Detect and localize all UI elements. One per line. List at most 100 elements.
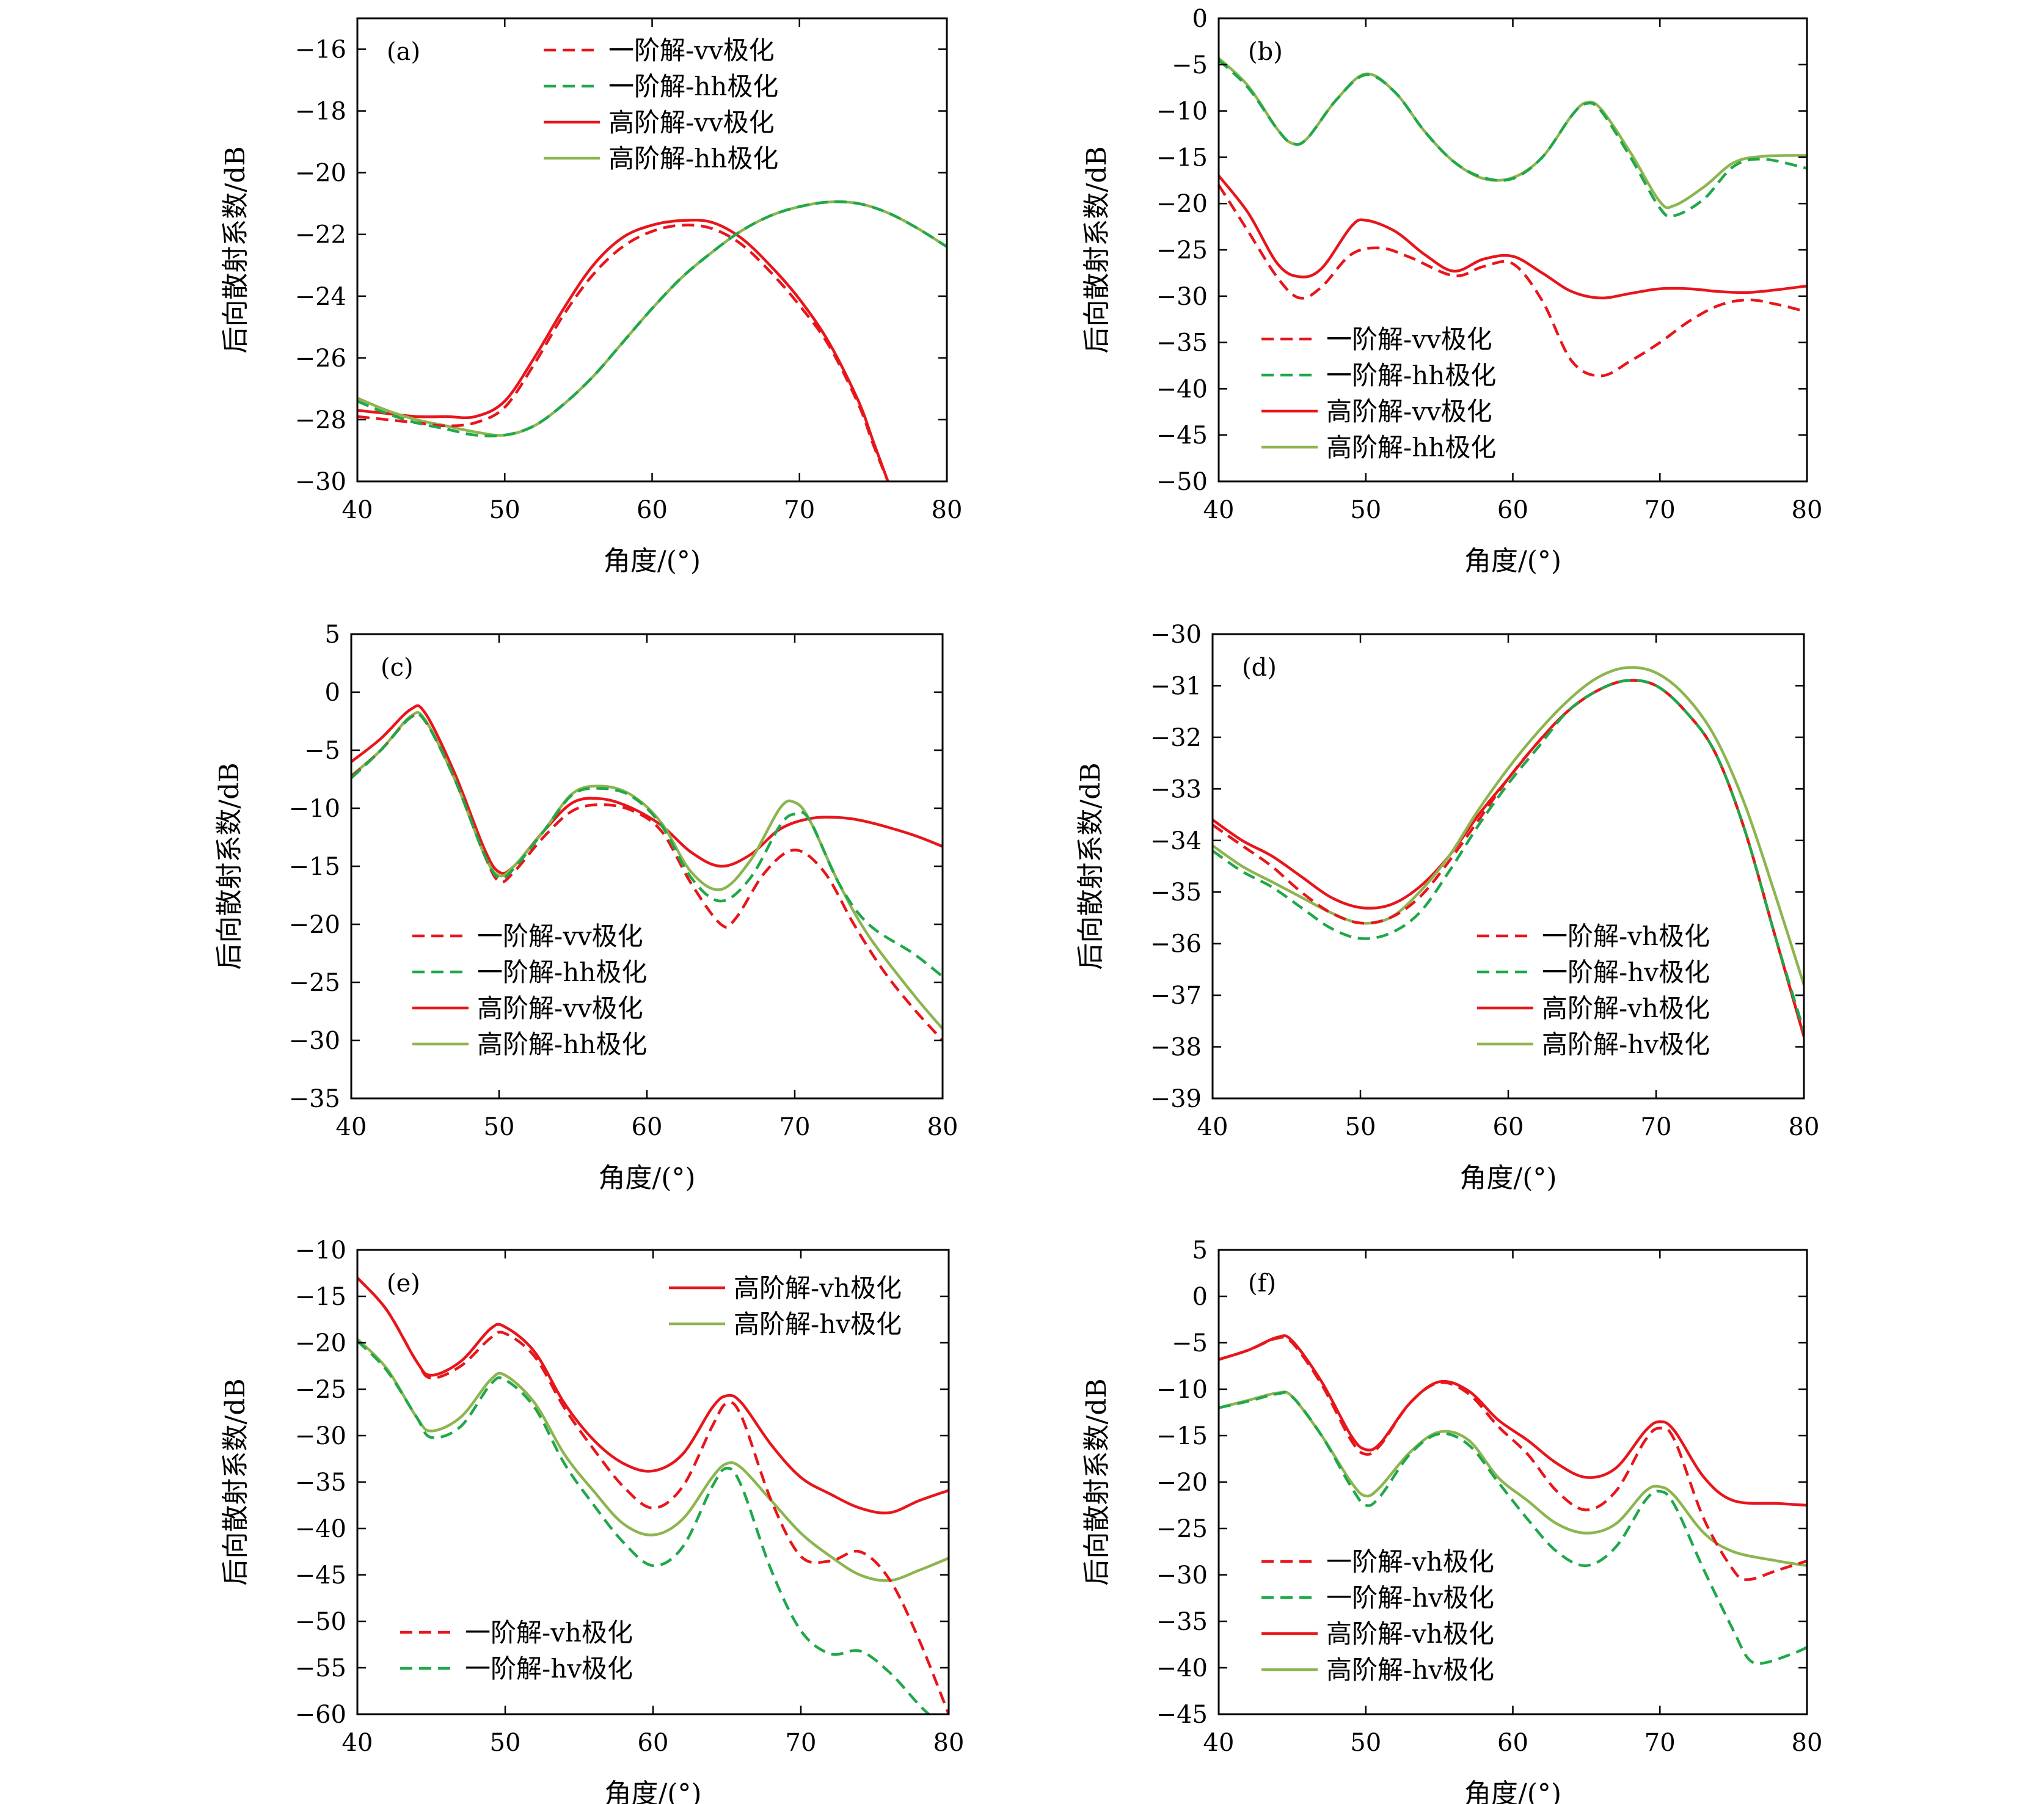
y-tick-label: −39: [1150, 1085, 1202, 1113]
x-tick-label: 50: [484, 1113, 515, 1141]
y-axis-title: 后向散射系数/dB: [220, 146, 251, 353]
series-group: [1219, 57, 1807, 378]
series-group: [357, 200, 947, 481]
legend-label: 高阶解-vv极化: [608, 108, 775, 137]
y-tick-label: −15: [1156, 1422, 1208, 1450]
y-tick-label: −20: [295, 1329, 346, 1357]
y-tick-label: −40: [1156, 375, 1208, 403]
y-tick-label: 0: [325, 679, 340, 707]
panel-label: (d): [1242, 654, 1277, 682]
y-tick-label: −10: [289, 795, 340, 823]
x-tick-label: 50: [490, 1729, 521, 1757]
series-line-dashed-red: [357, 224, 889, 481]
panel-f: 40 50 60 70 8050−5−10−15−20−25−30−35−40−45角度…: [1081, 1236, 1822, 1804]
series-line-dashed-green: [1213, 679, 1804, 1032]
y-tick-label: −30: [1150, 621, 1202, 649]
y-tick-label: −35: [289, 1085, 340, 1113]
series-group: [351, 704, 943, 1042]
x-tick-label: 80: [927, 1113, 958, 1141]
x-tick-label: 70: [779, 1113, 811, 1141]
legend-label: 一阶解-hv极化: [465, 1654, 633, 1684]
legend-label: 一阶解-hh极化: [477, 957, 647, 987]
plot-frame: [1217, 1249, 1808, 1715]
panel-label: (b): [1248, 38, 1283, 66]
y-tick-label: 0: [1192, 5, 1208, 33]
y-tick-label: −16: [295, 36, 346, 64]
y-tick-label: −10: [295, 1236, 346, 1265]
legend-label: 高阶解-hv极化: [1326, 1655, 1494, 1685]
y-tick-label: 5: [325, 621, 340, 649]
y-axis-title: 后向散射系数/dB: [1081, 1378, 1112, 1585]
y-tick-label: −32: [1150, 724, 1202, 752]
x-tick-label: 80: [1789, 1113, 1820, 1141]
plot-frame: [1211, 633, 1805, 1100]
series-line-solid-red: [1219, 175, 1807, 300]
x-tick-label: 40: [1203, 1729, 1235, 1757]
y-tick-label: −38: [1150, 1034, 1202, 1062]
y-tick-label: −25: [1156, 236, 1208, 265]
y-tick-label: −40: [295, 1515, 346, 1543]
y-tick-label: −10: [1156, 98, 1208, 126]
y-tick-label: −15: [1156, 144, 1208, 172]
legend-label: 高阶解-vh极化: [1542, 993, 1710, 1023]
legend-label: 一阶解-hv极化: [1326, 1583, 1494, 1613]
y-tick-label: −15: [295, 1283, 346, 1311]
y-tick-label: −30: [1156, 283, 1208, 311]
y-tick-label: −33: [1150, 775, 1202, 803]
x-tick-label: 40: [336, 1113, 367, 1141]
x-tick-label: 80: [932, 496, 963, 524]
y-tick-label: 0: [1192, 1283, 1208, 1311]
x-tick-label: 50: [1350, 1729, 1381, 1757]
y-tick-label: −37: [1150, 982, 1202, 1010]
x-tick-label: 60: [632, 1113, 663, 1141]
legend-label: 一阶解-hv极化: [1542, 957, 1710, 987]
x-tick-label: 40: [342, 1729, 373, 1757]
y-tick-label: −36: [1150, 930, 1202, 959]
legend-label: 高阶解-hh极化: [477, 1029, 647, 1059]
panel-label: (e): [387, 1269, 420, 1298]
series-group: [357, 1277, 949, 1714]
series-line-dashed-green: [1219, 59, 1807, 218]
y-tick-label: −35: [1150, 878, 1202, 907]
y-axis-title: 后向散射系数/dB: [220, 1378, 251, 1585]
series-line-dashed-red: [1219, 1335, 1807, 1581]
y-tick-label: −40: [1156, 1654, 1208, 1682]
legend-label: 高阶解-hv极化: [734, 1309, 902, 1339]
legend-label: 高阶解-vh极化: [1326, 1619, 1494, 1649]
x-tick-label: 70: [1644, 496, 1676, 524]
series-line-solid-red: [357, 218, 889, 481]
x-tick-label: 60: [1497, 1729, 1528, 1757]
plot-frame: [350, 633, 944, 1100]
series-line-dashed-green: [351, 712, 943, 978]
y-tick-label: −25: [289, 969, 340, 997]
panel-d: 40 50 60 70 80 −30 −31 −32 −33 −34 −35 −36 −37 −38 −39…: [1075, 621, 1819, 1194]
y-tick-label: −30: [295, 1422, 346, 1450]
x-tick-label: 70: [784, 496, 815, 524]
legend-label: 高阶解-vv极化: [477, 993, 643, 1023]
series-line-dashed-red: [357, 1277, 949, 1714]
y-tick-label: −5: [1172, 1329, 1208, 1357]
legend-label: 一阶解-vv极化: [1326, 324, 1492, 354]
y-tick-label: −10: [1156, 1376, 1208, 1404]
y-tick-label: −26: [295, 345, 346, 373]
y-tick-label: −25: [1156, 1515, 1208, 1543]
x-tick-label: 50: [1345, 1113, 1376, 1141]
y-tick-label: −15: [289, 853, 340, 881]
series-line-dashed-red: [1219, 184, 1807, 378]
y-tick-label: −25: [295, 1376, 346, 1404]
legend-label: 高阶解-hh极化: [1326, 433, 1496, 462]
legend-label: 一阶解-vh极化: [1326, 1547, 1494, 1577]
series-line-solid-olive: [1219, 1390, 1807, 1568]
series-line-dashed-green: [1219, 1390, 1807, 1665]
x-tick-label: 40: [342, 496, 373, 524]
x-tick-label: 70: [1641, 1113, 1672, 1141]
y-tick-label: −35: [1156, 329, 1208, 357]
y-tick-label: −55: [295, 1654, 346, 1682]
y-tick-label: −30: [1156, 1561, 1208, 1590]
panel-c: 40 50 60 70 8050−5−10−15−20−25−30−35角度/(°)后向…: [214, 621, 958, 1194]
panel-label: (f): [1248, 1269, 1276, 1298]
y-tick-label: −45: [1156, 422, 1208, 450]
legend-label: 高阶解-hv极化: [1542, 1029, 1710, 1059]
